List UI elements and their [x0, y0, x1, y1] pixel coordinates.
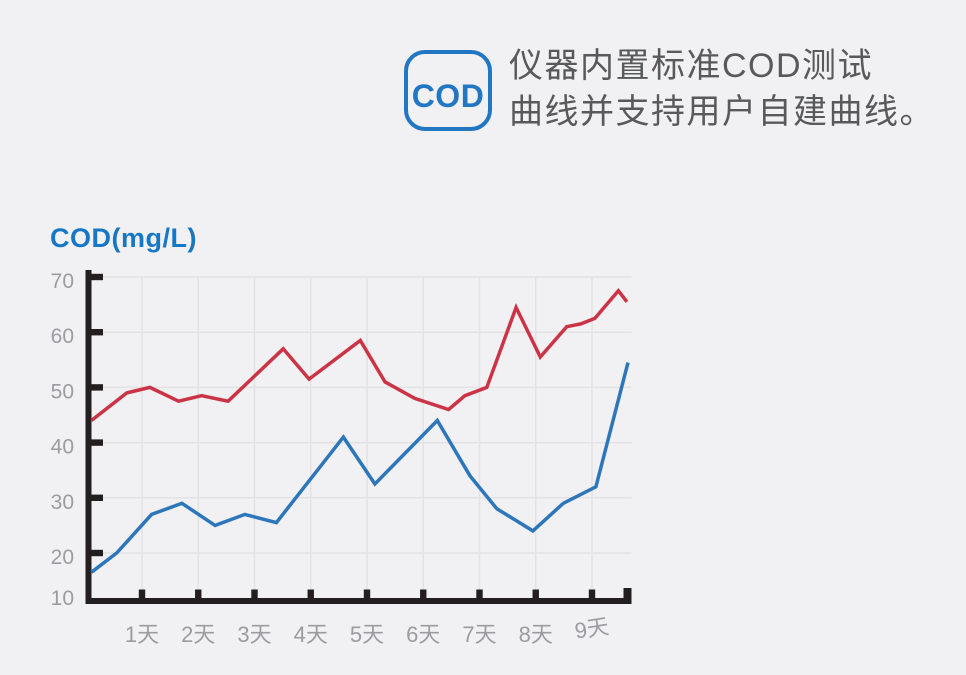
x-axis-tick [532, 589, 539, 598]
blue-line-polyline [90, 362, 630, 574]
x-tick-label: 3天 [237, 622, 271, 647]
cod-badge-label: COD [411, 77, 485, 114]
x-tick-label: 7天 [462, 622, 496, 647]
x-axis-tick [195, 589, 202, 598]
feature-description: 仪器内置标准COD测试 曲线并支持用户自建曲线。 [509, 44, 935, 135]
x-axis-tick [420, 589, 427, 598]
y-axis-tick [91, 329, 103, 336]
x-tick-label: 9天 [573, 613, 611, 643]
x-axis-end-cap [623, 588, 632, 604]
y-axis-tick [91, 439, 103, 446]
y-tick-label: 50 [51, 380, 74, 403]
x-axis-tick [251, 589, 258, 598]
chart-title: COD(mg/L) [50, 223, 197, 253]
y-tick-label: 20 [51, 546, 74, 569]
cod-badge: COD [404, 50, 492, 131]
x-tick-label: 2天 [181, 622, 215, 647]
x-tick-label: 6天 [406, 622, 440, 647]
x-axis [85, 598, 632, 604]
feature-description-line2: 曲线并支持用户自建曲线。 [509, 92, 935, 131]
feature-description-line1: 仪器内置标准COD测试 [509, 47, 874, 85]
y-tick-label: 60 [51, 325, 74, 348]
x-axis-tick [588, 589, 596, 598]
y-tick-label: 70 [51, 270, 74, 293]
x-axis-tick [307, 589, 314, 598]
red-line-polyline [90, 288, 629, 422]
x-axis-tick [476, 589, 483, 598]
x-tick-label: 8天 [519, 622, 553, 647]
x-tick-label: 4天 [294, 622, 328, 647]
x-tick-label: 1天 [125, 622, 159, 647]
y-axis-tick [91, 273, 103, 281]
y-axis-tick [91, 384, 103, 391]
x-axis-tick [138, 589, 146, 598]
y-tick-label: 30 [51, 491, 74, 514]
x-axis-tick [363, 589, 371, 598]
y-axis-tick [91, 494, 103, 501]
x-tick-label: 5天 [350, 622, 384, 647]
y-tick-label: 40 [51, 436, 74, 459]
y-axis-tick [91, 549, 103, 557]
y-axis [85, 270, 92, 604]
y-tick-label: 10 [51, 587, 74, 610]
